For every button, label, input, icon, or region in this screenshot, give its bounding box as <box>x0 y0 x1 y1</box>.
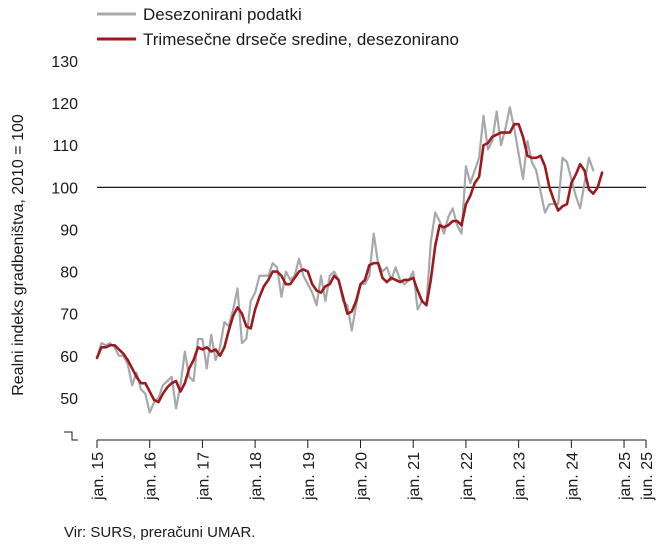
x-tick-label: jan. 23 <box>512 452 529 501</box>
y-tick-label: 130 <box>51 54 78 71</box>
x-tick-label: jan. 25 <box>617 452 634 501</box>
y-tick-label: 90 <box>60 222 78 239</box>
y-tick-label: 70 <box>60 307 78 324</box>
y-tick-label: 50 <box>60 391 78 408</box>
y-axis-title: Realni indeks gradbeništva, 2010 = 100 <box>10 114 27 396</box>
series-line-desezonirani <box>95 106 595 414</box>
series-layer <box>95 106 604 414</box>
x-tick-label: jan. 18 <box>248 452 265 501</box>
y-tick-label: 120 <box>51 96 78 113</box>
x-tick-label: jan. 22 <box>459 452 476 501</box>
x-tick-label: jan. 17 <box>195 452 212 501</box>
x-tick-label: jun. 25 <box>639 452 656 501</box>
x-tick-label: jan. 21 <box>406 452 423 501</box>
series-line-trimesecne <box>95 122 604 404</box>
axis-break-marker <box>64 431 78 441</box>
y-tick-label: 60 <box>60 349 78 366</box>
x-tick-label: jan. 19 <box>301 452 318 501</box>
source-note: Vir: SURS, preračuni UMAR. <box>64 524 256 541</box>
y-tick-label: 80 <box>60 265 78 282</box>
x-tick-label: jan. 20 <box>354 452 371 501</box>
x-tick-label: jan. 15 <box>90 452 107 501</box>
axis-layer <box>96 439 647 448</box>
x-tick-label: jan. 16 <box>143 452 160 501</box>
y-tick-label: 100 <box>51 180 78 197</box>
legend: Desezonirani podatki Trimesečne drseče s… <box>97 5 459 49</box>
tick-labels: 50 60 70 80 90 100 110 120 130 jan. 15 jan. 16 jan.… <box>51 54 656 501</box>
y-tick-label: 110 <box>52 138 78 155</box>
x-tick-label: jan. 24 <box>564 452 581 501</box>
legend-label-trimesecne: Trimesečne drseče sredine, desezonirano <box>143 30 459 49</box>
legend-label-desezonirani: Desezonirani podatki <box>143 5 302 24</box>
